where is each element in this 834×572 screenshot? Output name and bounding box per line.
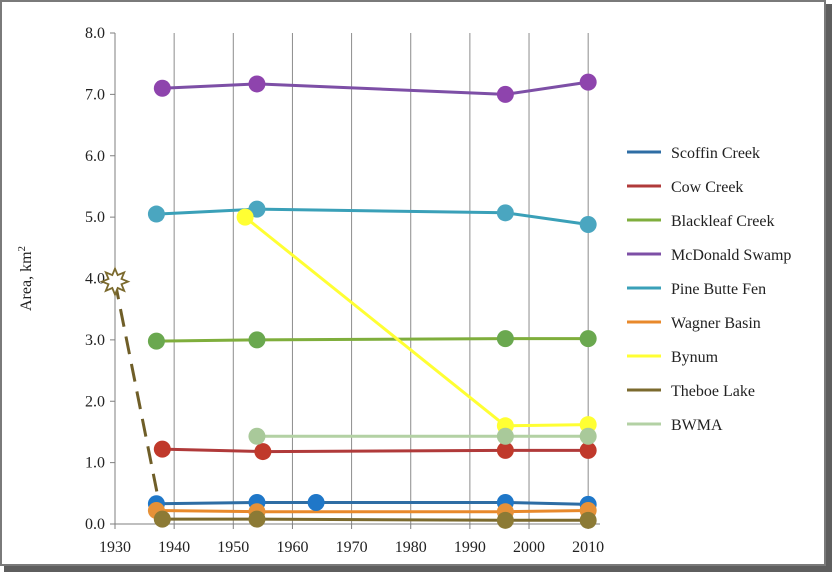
- legend-label: Cow Creek: [671, 179, 743, 196]
- data-series: [147, 73, 597, 529]
- data-point: [496, 427, 514, 445]
- data-point: [248, 331, 266, 349]
- data-point: [248, 510, 266, 528]
- y-tick-label: 3.0: [85, 332, 105, 349]
- axes: 0.0 1.0 2.0 3.0 4.0 5.0 6.0 7.0 8.0 1930 1940 1950 1…: [16, 25, 604, 556]
- data-point: [153, 440, 171, 458]
- x-tick-label: 1970: [336, 539, 368, 556]
- annotation-dashed-line: [113, 281, 164, 520]
- x-tick-label: 2010: [572, 539, 604, 556]
- legend-label: McDonald Swamp: [671, 247, 791, 264]
- data-point: [236, 208, 254, 226]
- data-point: [248, 427, 266, 445]
- y-axis-title-superscript: 2: [16, 246, 28, 252]
- legend-label: Scoffin Creek: [671, 145, 760, 162]
- series-line: [162, 517, 589, 522]
- data-point: [496, 511, 514, 529]
- data-point: [496, 85, 514, 103]
- legend-label: Blackleaf Creek: [671, 213, 775, 230]
- data-point: [254, 443, 272, 461]
- legend-label: Theboe Lake: [671, 383, 755, 400]
- y-tick-label: 8.0: [85, 25, 105, 42]
- data-point: [579, 441, 597, 459]
- y-tick-label: 7.0: [85, 86, 105, 103]
- y-tick-label: 0.0: [85, 516, 105, 533]
- y-tick-label: 1.0: [85, 455, 105, 472]
- data-point: [307, 494, 325, 512]
- series-line: [156, 207, 589, 226]
- data-point: [248, 75, 266, 93]
- y-tick-label: 5.0: [85, 209, 105, 226]
- x-tick-label: 1990: [454, 539, 486, 556]
- series-line: [156, 337, 589, 343]
- data-point: [147, 205, 165, 223]
- series-line: [244, 215, 589, 428]
- data-point: [579, 73, 597, 91]
- data-point: [496, 330, 514, 348]
- y-tick-label: 2.0: [85, 393, 105, 410]
- x-tick-label: 1930: [99, 539, 131, 556]
- legend-label: BWMA: [671, 417, 723, 434]
- data-point: [153, 510, 171, 528]
- legend: Scoffin Creek Cow Creek Blackleaf Creek McD…: [627, 145, 791, 434]
- series-line: [162, 80, 589, 96]
- grid-lines: [173, 33, 589, 524]
- legend-label: Wagner Basin: [671, 315, 761, 332]
- y-axis-title: Area, km2: [16, 246, 35, 311]
- annotation-star-marker: [99, 266, 131, 297]
- series-line: [156, 509, 589, 514]
- y-tick-label: 4.0: [85, 271, 105, 288]
- legend-label: Pine Butte Fen: [671, 281, 766, 298]
- frame-shadow: [4, 566, 832, 572]
- x-tick-label: 1950: [217, 539, 249, 556]
- data-point: [579, 416, 597, 434]
- data-point: [153, 79, 171, 97]
- x-tick-label: 2000: [513, 539, 545, 556]
- data-point: [579, 511, 597, 529]
- x-tick-label: 1980: [395, 539, 427, 556]
- data-point: [496, 204, 514, 222]
- x-tick-label: 1960: [276, 539, 308, 556]
- x-tick-label: 1940: [158, 539, 190, 556]
- data-point: [579, 427, 597, 445]
- frame-shadow: [826, 4, 832, 570]
- legend-label: Bynum: [671, 349, 719, 366]
- annotations: [99, 266, 164, 520]
- y-tick-label: 6.0: [85, 148, 105, 165]
- series-line: [162, 447, 589, 454]
- data-point: [579, 330, 597, 348]
- data-point: [147, 332, 165, 350]
- data-point: [579, 215, 597, 233]
- series-line: [156, 501, 589, 506]
- data-point: [496, 441, 514, 459]
